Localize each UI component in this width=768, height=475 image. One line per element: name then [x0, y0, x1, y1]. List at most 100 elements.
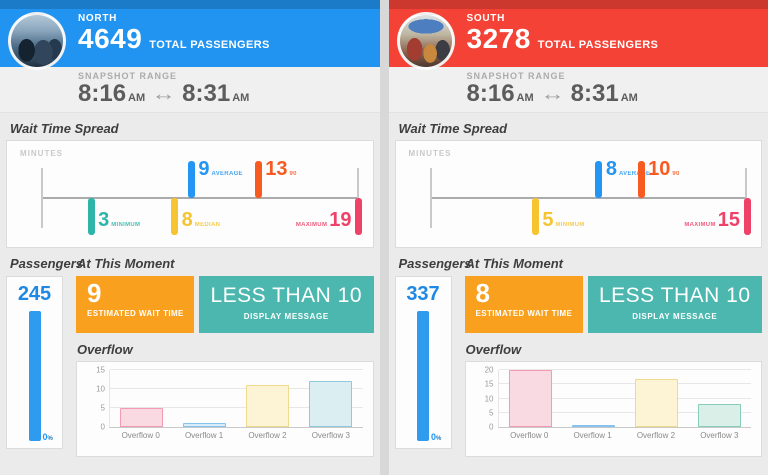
- gridline: [498, 369, 751, 370]
- passengers-card: 245 0%: [6, 276, 63, 449]
- passengers-bar: [28, 311, 41, 441]
- overflow-bar: [309, 381, 353, 427]
- passengers-bar: [417, 311, 429, 441]
- passengers-baseline: 0%: [431, 432, 442, 442]
- x-axis-label: Overflow 2: [248, 431, 287, 440]
- display-message-text: LESS THAN 10: [210, 284, 362, 307]
- axis-start-tick: [429, 168, 432, 228]
- marker-label: MAXIMUM: [684, 222, 716, 228]
- overflow-bar: [571, 425, 615, 427]
- spread-marker-value: 13 90: [265, 159, 299, 180]
- total-passengers-count: 4649: [78, 23, 143, 54]
- overflow-bar: [183, 423, 227, 427]
- units-label: MINUTES: [20, 149, 63, 158]
- spread-marker-value: 9 AVERAGE: [198, 159, 244, 180]
- spread-marker-90: [254, 161, 262, 198]
- passengers-count: 337: [406, 283, 440, 305]
- wait-time-spread-title: Wait Time Spread: [398, 121, 508, 136]
- station-name: SOUTH: [466, 13, 505, 24]
- spread-marker-value: MAXIMUM 15: [682, 210, 740, 231]
- spread-marker-value: 5 MINIMUM: [542, 210, 586, 231]
- overflow-plot: 0 5 10 15 20: [485, 366, 751, 432]
- marker-label: MEDIAN: [194, 222, 221, 228]
- y-axis-tick: 0: [489, 422, 494, 432]
- marker-number: 8: [605, 158, 617, 180]
- marker-number: 15: [717, 209, 740, 231]
- overflow-bar: [508, 370, 552, 427]
- x-axis-label: Overflow 3: [700, 431, 739, 440]
- passengers-title: Passengers: [398, 256, 472, 271]
- marker-label: 90: [289, 171, 297, 177]
- spread-marker-average: [595, 161, 603, 198]
- at-this-moment-title: At This Moment: [465, 256, 564, 271]
- marker-number: 8: [181, 209, 193, 231]
- range-arrow-icon: ↔: [151, 83, 177, 105]
- passengers-title: Passengers: [10, 256, 83, 271]
- estimated-wait-label: ESTIMATED WAIT TIME: [87, 309, 184, 318]
- y-axis-tick: 5: [489, 408, 494, 418]
- y-axis-tick: 15: [484, 379, 494, 389]
- y-axis-tick: 0: [100, 422, 105, 432]
- spread-marker-value: 3 MINIMUM: [98, 210, 142, 231]
- snapshot-end-time: 8:31: [182, 80, 231, 107]
- gridline: [110, 388, 363, 390]
- snapshot-end-meridiem: AM: [620, 92, 638, 104]
- y-axis-tick: 10: [96, 384, 105, 394]
- overflow-title: Overflow: [77, 342, 133, 357]
- display-message-text: LESS THAN 10: [598, 284, 751, 307]
- snapshot-range-label: SNAPSHOT RANGE: [466, 71, 566, 81]
- spread-marker-maximum: [355, 198, 362, 235]
- marker-label: AVERAGE: [211, 171, 243, 177]
- x-axis-label: Overflow 3: [311, 431, 350, 440]
- wait-time-spread-title: Wait Time Spread: [10, 121, 119, 136]
- wait-spread-axis: 3 MINIMUM 8 MEDIAN 9 AVERAGE 13 90 MAXIMUM 19: [41, 159, 362, 235]
- display-message-card: LESS THAN 10 DISPLAY MESSAGE: [199, 276, 374, 333]
- overflow-bar: [697, 404, 741, 427]
- overflow-chart: 0 5 10 15 Overflow 0 Overflow 1 Overflow 2 Ove…: [83, 366, 363, 442]
- passengers-baseline: 0%: [42, 432, 53, 442]
- units-label: MINUTES: [408, 149, 452, 158]
- spread-marker-90: [637, 161, 645, 198]
- snapshot-start-time: 8:16: [78, 80, 127, 107]
- spread-marker-value: MAXIMUM 19: [294, 210, 352, 231]
- marker-number: 5: [542, 209, 554, 231]
- marker-label: MAXIMUM: [295, 222, 328, 228]
- spread-marker-value: 8 AVERAGE: [606, 159, 652, 180]
- overflow-title: Overflow: [465, 342, 522, 357]
- wait-time-spread-card: MINUTES 3 MINIMUM 8 MEDIAN 9 AVERAGE 13 90 MAXIM…: [6, 140, 374, 248]
- gridline: [498, 383, 751, 385]
- overflow-bar: [634, 378, 678, 427]
- overflow-bar: [246, 385, 290, 427]
- y-axis-tick: 10: [484, 394, 494, 403]
- snapshot-start-meridiem: AM: [128, 92, 146, 104]
- marker-number: 9: [198, 158, 210, 180]
- panel-header: NORTH 4649 TOTAL PASSENGERS: [0, 0, 380, 70]
- spread-marker-minimum: [531, 198, 539, 235]
- overflow-card: 0 5 10 15 Overflow 0 Overflow 1 Overflow 2 Ove…: [76, 361, 374, 457]
- station-name: NORTH: [78, 13, 118, 24]
- x-axis-label: Overflow 1: [184, 431, 224, 440]
- gridline: [110, 407, 363, 409]
- panel-south: SOUTH 3278 TOTAL PASSENGERS SNAPSHOT RAN…: [388, 0, 768, 475]
- overflow-x-labels: Overflow 0 Overflow 1 Overflow 2 Overflow 3: [498, 428, 752, 442]
- snapshot-range: SNAPSHOT RANGE 8:16 AM ↔ 8:31 AM: [0, 67, 380, 113]
- checkpoint-photo-avatar: [8, 12, 66, 70]
- passengers-count: 245: [17, 283, 52, 305]
- snapshot-start-time: 8:16: [466, 80, 515, 107]
- estimated-wait-value: 8: [475, 278, 490, 308]
- spread-marker-average: [187, 161, 195, 198]
- estimated-wait-value: 9: [87, 278, 102, 308]
- display-message-label: DISPLAY MESSAGE: [243, 312, 329, 321]
- snapshot-range-label: SNAPSHOT RANGE: [78, 71, 178, 81]
- marker-label: 90: [672, 171, 680, 177]
- overflow-bar: [120, 408, 164, 427]
- total-passengers-label: TOTAL PASSENGERS: [537, 39, 659, 51]
- marker-number: 10: [648, 158, 671, 180]
- spread-marker-median: [171, 198, 179, 235]
- marker-label: MINIMUM: [111, 222, 141, 228]
- total-passengers-count: 3278: [466, 23, 531, 54]
- snapshot-range: SNAPSHOT RANGE 8:16 AM ↔ 8:31 AM: [388, 67, 768, 113]
- estimated-wait-label: ESTIMATED WAIT TIME: [475, 309, 573, 318]
